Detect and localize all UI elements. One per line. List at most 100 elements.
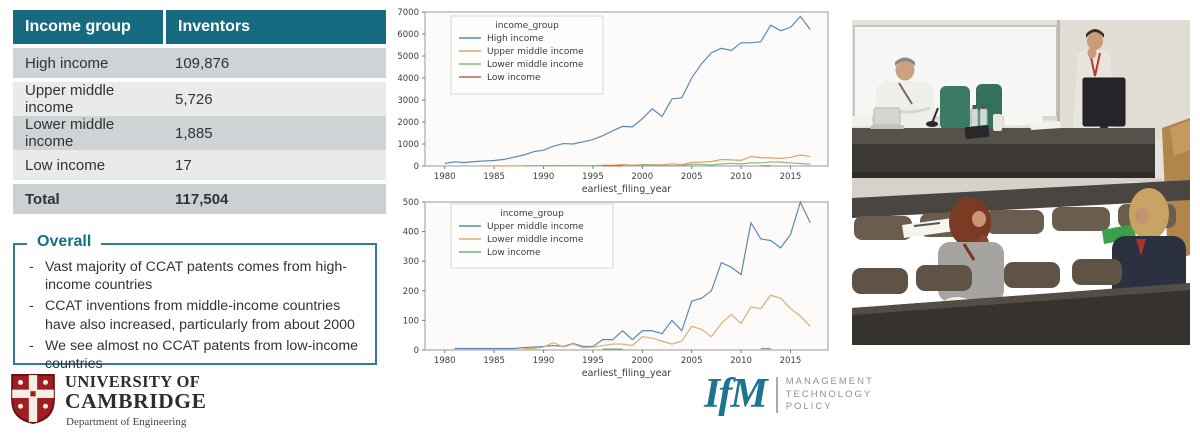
green-chair — [940, 86, 970, 130]
desk-front — [852, 144, 1155, 174]
svg-text:1990: 1990 — [533, 356, 555, 366]
svg-text:earliest_filing_year: earliest_filing_year — [582, 184, 671, 195]
table-row: Low income 17 — [13, 150, 386, 180]
second-row-table — [852, 180, 1190, 218]
svg-text:income_group: income_group — [500, 209, 564, 219]
bullet-marker: - — [29, 259, 34, 275]
svg-text:2005: 2005 — [681, 356, 703, 366]
row-group-label: Lower middle income — [13, 116, 163, 150]
svg-text:0: 0 — [414, 346, 419, 356]
cambridge-shield-icon — [11, 374, 55, 424]
bullet-text: Vast majority of CCAT patents comes from… — [45, 259, 347, 294]
total-label: Total — [13, 184, 163, 214]
svg-text:income_group: income_group — [495, 21, 559, 31]
svg-text:2015: 2015 — [780, 172, 802, 182]
ifm-words: MANAGEMENT TECHNOLOGY POLICY — [786, 376, 874, 413]
svg-text:Lower middle income: Lower middle income — [487, 235, 584, 245]
cambridge-line2: CAMBRIDGE — [65, 389, 207, 414]
cambridge-logo-text: UNIVERSITY OF CAMBRIDGE Department of En… — [65, 373, 207, 428]
bullet-item: - CCAT inventions from middle-income cou… — [29, 297, 367, 333]
total-value: 117,504 — [163, 184, 386, 214]
column-header-income-group: Income group — [13, 10, 163, 44]
svg-text:2000: 2000 — [397, 118, 419, 128]
svg-text:0: 0 — [414, 162, 419, 172]
svg-text:2000: 2000 — [631, 172, 653, 182]
svg-text:1985: 1985 — [483, 356, 505, 366]
svg-text:2000: 2000 — [631, 356, 653, 366]
table-row: High income 109,876 — [13, 48, 386, 78]
cambridge-logo: UNIVERSITY OF CAMBRIDGE Department of En… — [10, 373, 207, 428]
row-group-label: High income — [13, 48, 163, 78]
svg-text:1000: 1000 — [397, 140, 419, 150]
laptop — [870, 107, 904, 129]
svg-text:2005: 2005 — [681, 172, 703, 182]
cup — [993, 114, 1002, 131]
bullet-item: - Vast majority of CCAT patents comes fr… — [29, 258, 367, 294]
chart-inventors-excluding-high-income: 0 100 200 300 400 500 1980 1985 1990 1995 2000 2005… — [403, 198, 829, 379]
row-inventors-value: 1,885 — [163, 116, 386, 150]
svg-text:2015: 2015 — [780, 356, 802, 366]
paper — [902, 217, 962, 238]
svg-text:2010: 2010 — [730, 172, 752, 182]
svg-text:2010: 2010 — [730, 356, 752, 366]
row-group-label: Low income — [13, 150, 163, 180]
desk-surface — [852, 128, 1155, 144]
svg-text:Upper middle income: Upper middle income — [487, 222, 584, 232]
svg-text:earliest_filing_year: earliest_filing_year — [582, 368, 671, 379]
table-header-row: Income group Inventors — [13, 10, 386, 44]
desk-phone — [964, 124, 990, 140]
svg-text:6000: 6000 — [397, 30, 419, 40]
microphone — [926, 107, 939, 127]
ifm-word: MANAGEMENT — [785, 376, 874, 388]
svg-text:Low income: Low income — [487, 248, 541, 258]
svg-text:Upper middle income: Upper middle income — [487, 47, 584, 57]
row-inventors-value: 5,726 — [163, 82, 386, 116]
svg-text:Lower middle income: Lower middle income — [487, 60, 584, 70]
bullet-marker: - — [29, 337, 34, 354]
row-inventors-value: 109,876 — [163, 48, 386, 78]
column-header-inventors: Inventors — [166, 10, 386, 44]
svg-text:3000: 3000 — [397, 96, 419, 106]
room-photo-scene — [852, 20, 1190, 345]
svg-text:7000: 7000 — [397, 8, 419, 18]
overall-box: Overall - Vast majority of CCAT patents … — [13, 233, 377, 372]
svg-text:500: 500 — [403, 198, 419, 208]
svg-text:300: 300 — [403, 257, 419, 267]
svg-text:4000: 4000 — [397, 74, 419, 84]
svg-text:5000: 5000 — [397, 52, 419, 62]
cambridge-department: Department of Engineering — [66, 415, 187, 428]
chair-backs — [852, 259, 1122, 294]
svg-text:100: 100 — [403, 316, 419, 326]
table-row: Lower middle income 1,885 — [13, 116, 386, 150]
svg-text:1980: 1980 — [434, 172, 456, 182]
svg-text:1980: 1980 — [434, 356, 456, 366]
svg-text:400: 400 — [403, 228, 419, 238]
room-photo — [852, 20, 1190, 345]
svg-text:1985: 1985 — [483, 172, 505, 182]
bullet-text: CCAT inventions from middle-income count… — [45, 298, 355, 333]
bullet-marker: - — [29, 298, 34, 315]
svg-text:200: 200 — [403, 287, 419, 297]
svg-text:1995: 1995 — [582, 356, 604, 366]
svg-text:Low income: Low income — [487, 73, 541, 83]
ifm-word: POLICY — [785, 401, 833, 413]
table-total-row: Total 117,504 — [13, 184, 386, 214]
income-table: Income group Inventors High income 109,8… — [13, 10, 386, 218]
overall-title: Overall — [27, 233, 102, 251]
ifm-word: TECHNOLOGY — [785, 388, 873, 400]
chart-inventors-all-income-groups: 0 1000 2000 3000 4000 5000 6000 7000 1980 1985 199… — [397, 8, 829, 195]
cambridge-line1: UNIVERSITY OF — [65, 372, 201, 391]
ifm-mark: IfM — [704, 371, 768, 417]
row-group-label: Upper middle income — [13, 82, 163, 116]
ifm-divider — [775, 376, 778, 413]
paper — [1030, 121, 1061, 130]
table-row: Upper middle income 5,726 — [13, 82, 386, 116]
overall-bullet-list: - Vast majority of CCAT patents comes fr… — [15, 245, 375, 373]
bullet-text: We see almost no CCAT patents from low-i… — [45, 337, 359, 372]
bullet-item: - We see almost no CCAT patents from low… — [29, 337, 367, 373]
svg-text:1995: 1995 — [582, 172, 604, 182]
svg-text:High income: High income — [487, 34, 544, 44]
row-inventors-value: 17 — [163, 150, 386, 180]
svg-text:1990: 1990 — [533, 172, 555, 182]
